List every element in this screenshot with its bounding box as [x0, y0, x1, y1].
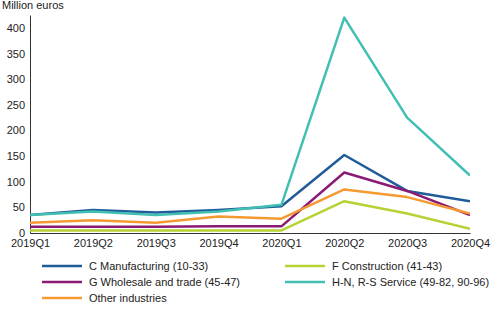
- y-tick-label: 150: [7, 150, 25, 162]
- legend-swatch: [285, 265, 325, 268]
- legend-label: H-N, R-S Service (49-82, 90-96): [332, 276, 489, 288]
- y-tick-label: 400: [7, 22, 25, 34]
- series-line: [30, 18, 470, 215]
- legend-label: F Construction (41-43): [332, 260, 442, 272]
- y-tick-label: 300: [7, 73, 25, 85]
- legend: C Manufacturing (10-33) F Construction (4…: [42, 260, 489, 304]
- chart: 0501001502002503003504002019Q12019Q22019…: [0, 0, 492, 313]
- x-tick-label: 2019Q1: [11, 237, 50, 249]
- x-tick-label: 2019Q3: [137, 237, 176, 249]
- y-tick-label: 50: [13, 201, 25, 213]
- legend-swatch: [285, 281, 325, 284]
- legend-label: C Manufacturing (10-33): [89, 260, 208, 272]
- y-tick-label: 250: [7, 99, 25, 111]
- x-tick-label: 2020Q2: [325, 237, 364, 249]
- legend-item: H-N, R-S Service (49-82, 90-96): [285, 276, 489, 288]
- x-tick: 2020Q3: [388, 233, 427, 249]
- y-axis: 050100150200250300350400: [7, 16, 31, 240]
- legend-item: C Manufacturing (10-33): [42, 260, 208, 272]
- plot: 0501001502002503003504002019Q12019Q22019…: [7, 16, 490, 249]
- y-tick: 400: [7, 22, 30, 34]
- legend-item: G Wholesale and trade (45-47): [42, 276, 240, 288]
- x-tick: 2019Q3: [137, 233, 176, 249]
- x-tick: 2020Q1: [262, 233, 301, 249]
- y-tick: 50: [13, 201, 30, 213]
- y-tick-label: 100: [7, 176, 25, 188]
- x-axis: 2019Q1 2019Q2 2019Q3 2019Q4 2020Q1 2020Q2 2020…: [11, 233, 490, 249]
- x-tick-label: 2019Q4: [199, 237, 238, 249]
- legend-label: Other industries: [89, 292, 167, 304]
- legend-swatch: [42, 265, 82, 268]
- x-tick: 2019Q2: [74, 233, 113, 249]
- series-line: [30, 172, 470, 226]
- y-tick: 350: [7, 47, 30, 59]
- x-tick-label: 2020Q4: [451, 237, 490, 249]
- y-tick: 250: [7, 99, 30, 111]
- y-tick-label: 350: [7, 47, 25, 59]
- x-tick-label: 2019Q2: [74, 237, 113, 249]
- legend-swatch: [42, 281, 82, 284]
- legend-swatch: [42, 297, 82, 300]
- x-tick: 2019Q4: [199, 233, 238, 249]
- legend-item: Other industries: [42, 292, 167, 304]
- series-line: [30, 189, 470, 222]
- legend-label: G Wholesale and trade (45-47): [89, 276, 240, 288]
- lines: [30, 18, 470, 231]
- x-tick: 2019Q1: [11, 233, 50, 249]
- legend-item: F Construction (41-43): [285, 260, 442, 272]
- y-tick: 200: [7, 124, 30, 136]
- x-tick-label: 2020Q3: [388, 237, 427, 249]
- y-tick: 100: [7, 176, 30, 188]
- series-line: [30, 155, 470, 215]
- x-axis-line: [31, 233, 471, 234]
- y-tick: 150: [7, 150, 30, 162]
- y-axis-line: [30, 16, 31, 234]
- y-tick: 300: [7, 73, 30, 85]
- y-axis-title: Million euros: [2, 0, 64, 11]
- x-tick: 2020Q2: [325, 233, 364, 249]
- y-tick-label: 200: [7, 124, 25, 136]
- x-tick-label: 2020Q1: [262, 237, 301, 249]
- x-tick: 2020Q4: [451, 233, 490, 249]
